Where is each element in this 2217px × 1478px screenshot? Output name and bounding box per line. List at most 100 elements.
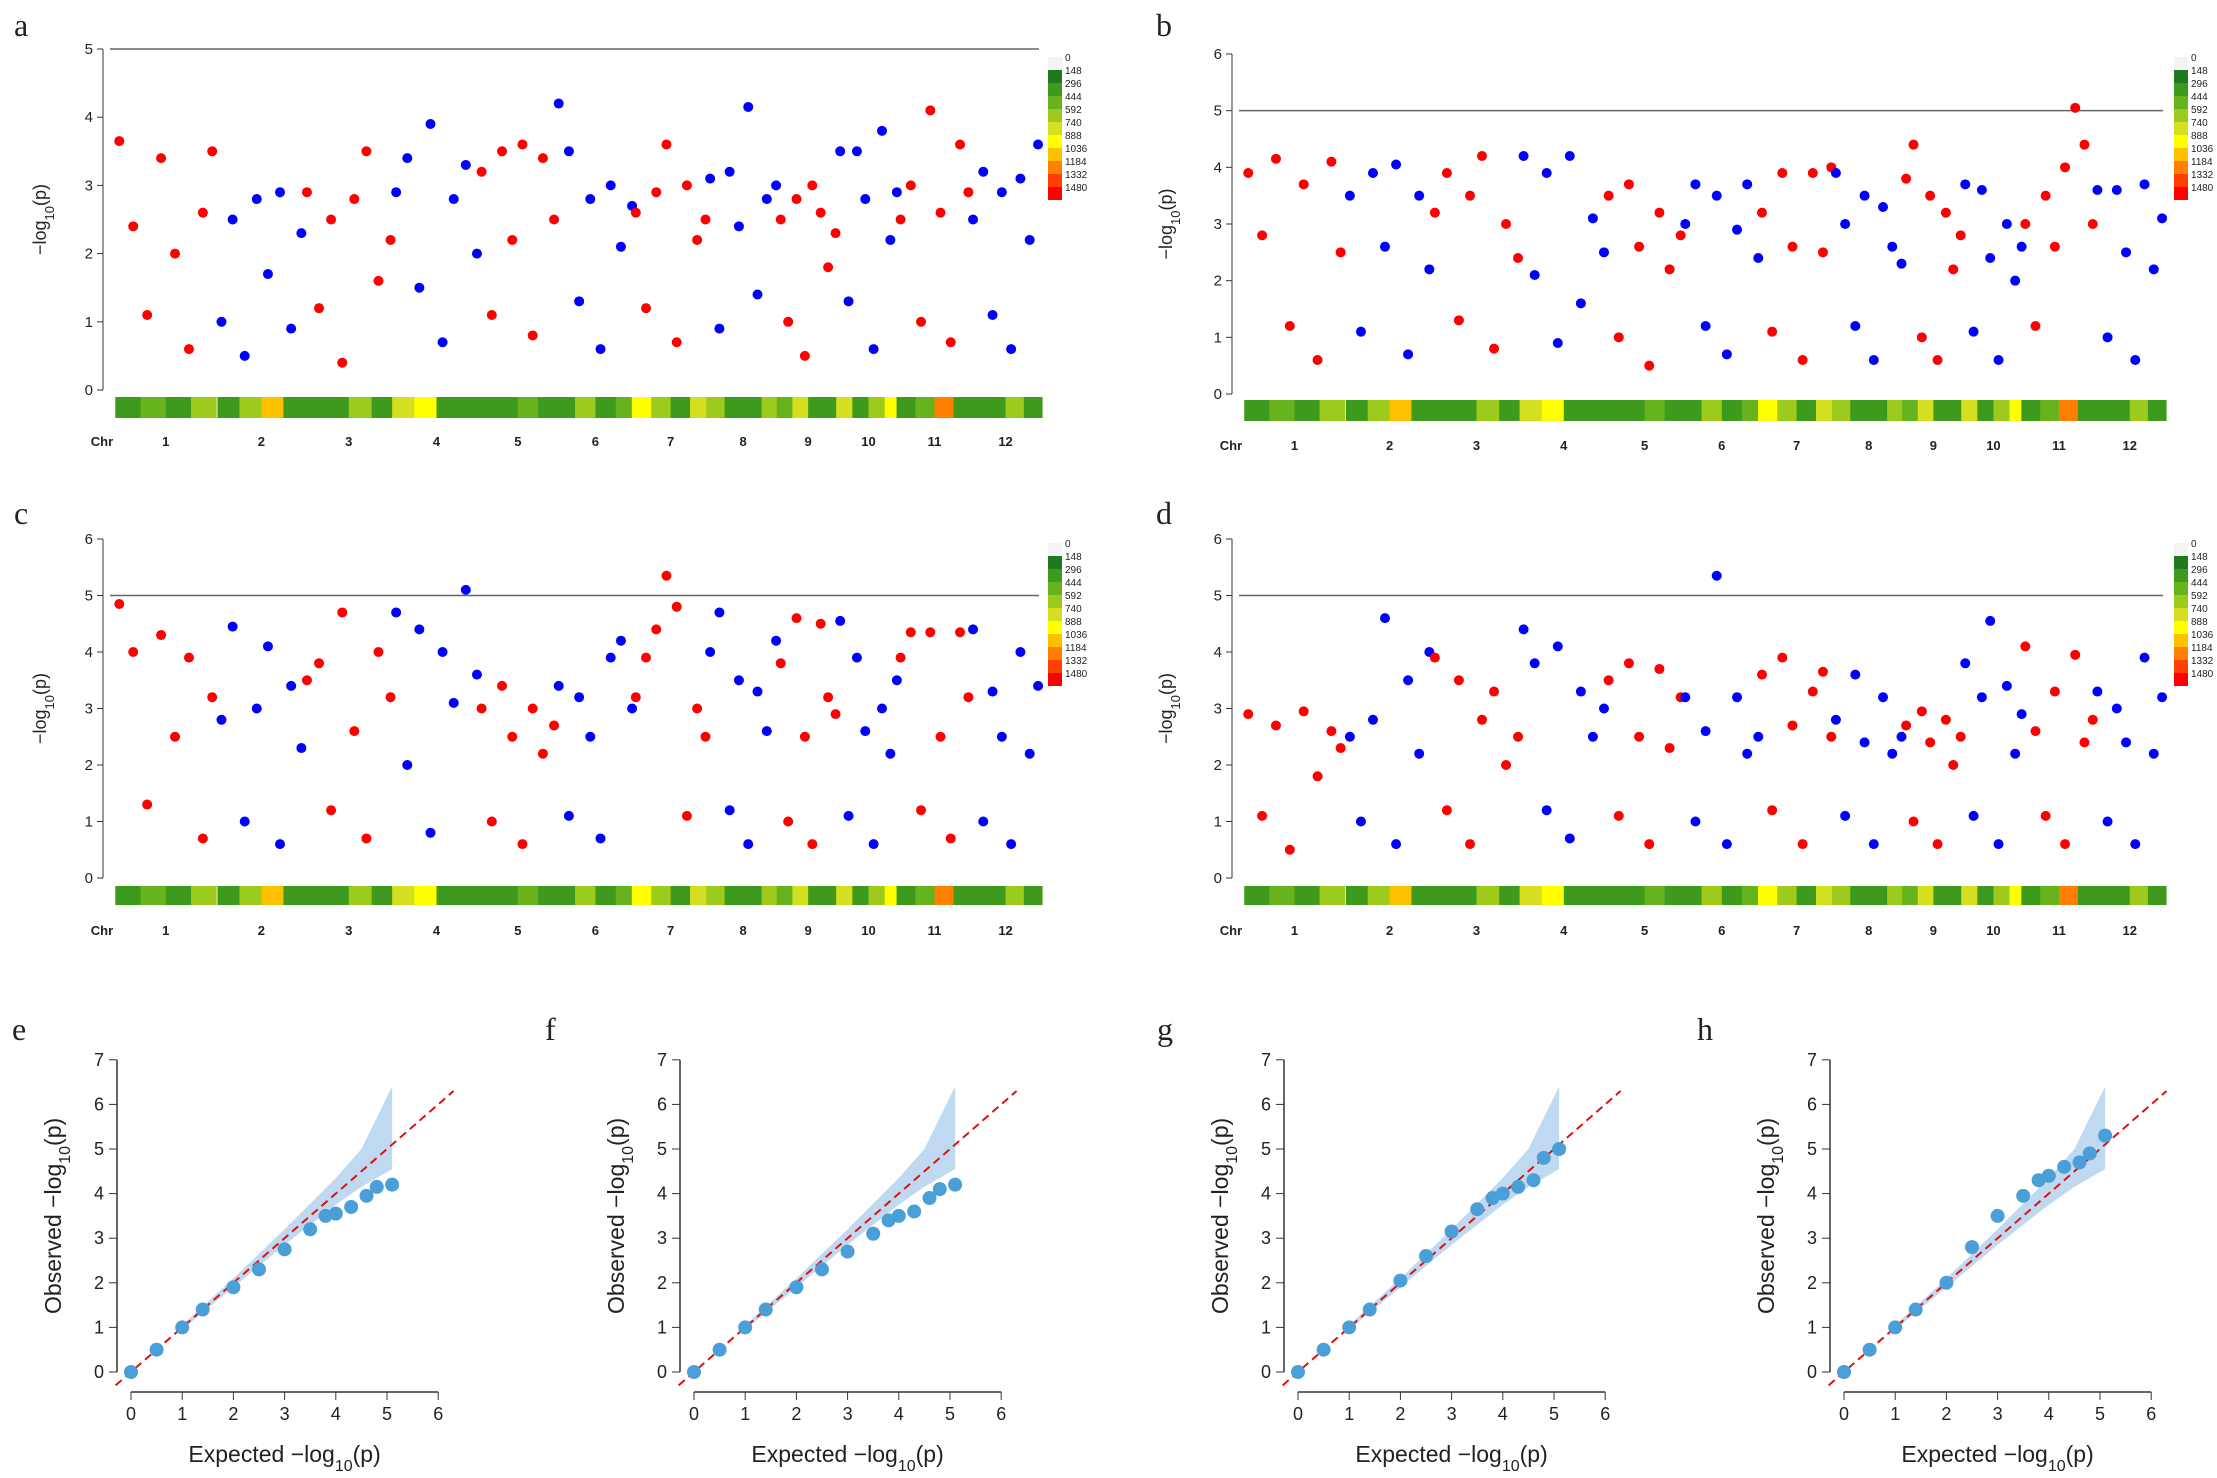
snp-point [2102, 816, 2113, 827]
y-tick-label: 3 [657, 1228, 667, 1248]
y-tick-label: 6 [1214, 46, 1222, 63]
snp-point [1753, 731, 1764, 742]
y-tick-label: 6 [1214, 531, 1222, 548]
x-tick-label: 0 [126, 1404, 136, 1424]
snp-point [142, 799, 153, 810]
qq-point [1511, 1179, 1526, 1194]
x-tick-label: 6 [996, 1404, 1006, 1424]
density-cell [414, 397, 438, 418]
snp-point [641, 303, 652, 314]
density-cell [1476, 400, 1500, 421]
density-cell [2040, 886, 2060, 905]
snp-point [2148, 748, 2159, 759]
snp-point [1797, 355, 1808, 365]
density-cell [1519, 886, 1543, 905]
snp-point [987, 309, 998, 320]
density-cell [852, 397, 870, 418]
density-cell [1563, 886, 1587, 905]
qq-point [2016, 1188, 2031, 1203]
panel-letter: f [545, 1011, 556, 1047]
qq-point [2041, 1168, 2056, 1183]
density-cell [348, 886, 373, 905]
snp-point [1940, 714, 1951, 725]
snp-point [714, 323, 725, 334]
legend-swatch [2174, 96, 2188, 109]
chromosome-label: 2 [258, 923, 265, 938]
density-cell [1887, 400, 1907, 421]
snp-point [1257, 810, 1268, 821]
snp-point [216, 714, 227, 725]
chromosome-label: 10 [861, 923, 875, 938]
snp-point [553, 680, 564, 691]
snp-point [2060, 162, 2071, 173]
snp-point [1756, 207, 1767, 218]
density-cell [706, 886, 726, 905]
legend-swatch [1048, 608, 1062, 621]
density-cell [953, 397, 973, 418]
legend-swatch [2174, 161, 2188, 174]
legend-swatch [1048, 569, 1062, 582]
density-cell [690, 397, 710, 418]
density-cell [1644, 400, 1666, 421]
snp-point [615, 635, 626, 646]
y-tick-label: 2 [85, 246, 93, 263]
density-cell [1868, 400, 1888, 421]
qq-point [891, 1208, 906, 1223]
density-cell [477, 886, 499, 905]
snp-point [1489, 686, 1500, 697]
snp-point [585, 194, 596, 205]
chromosome-label: 7 [667, 434, 674, 449]
density-cell [808, 397, 825, 418]
qq-point [907, 1204, 922, 1219]
x-tick-label: 2 [791, 1404, 801, 1424]
snp-point [1326, 726, 1337, 737]
snp-point [761, 194, 772, 205]
density-cell [1430, 886, 1455, 905]
y-tick-label: 2 [1214, 757, 1222, 774]
x-axis-label-part: 10 [898, 1458, 916, 1475]
density-cell [517, 397, 539, 418]
snp-point [425, 827, 436, 838]
density-cell [140, 397, 167, 418]
density-cell [1294, 400, 1321, 421]
snp-point [476, 166, 487, 177]
density-cell [1949, 886, 1966, 905]
chromosome-label: 9 [1930, 923, 1937, 938]
x-tick-label: 4 [331, 1404, 341, 1424]
legend-label: 1184 [1065, 643, 1087, 654]
snp-point [1850, 669, 1861, 680]
density-cell [1701, 400, 1723, 421]
y-tick-label: 5 [1807, 1139, 1817, 1159]
snp-point [361, 833, 372, 844]
snp-point [314, 658, 325, 669]
snp-point [1887, 241, 1898, 252]
x-tick-label: 0 [1839, 1404, 1849, 1424]
density-cell [2111, 400, 2131, 421]
snp-point [1767, 326, 1778, 337]
snp-point [1312, 355, 1323, 365]
density-cell [497, 397, 519, 418]
density-cell [1367, 886, 1391, 905]
density-cell [2147, 400, 2167, 421]
density-cell [1664, 400, 1686, 421]
snp-point [1948, 264, 1959, 275]
legend-label: 1480 [1065, 669, 1088, 680]
y-tick-label: 4 [1261, 1184, 1271, 1204]
legend-swatch [2174, 582, 2188, 595]
density-cell [2077, 886, 2098, 905]
x-tick-label: 2 [1941, 1404, 1951, 1424]
y-tick-label: 3 [94, 1228, 104, 1248]
snp-point [724, 805, 735, 816]
snp-point [1955, 230, 1966, 241]
y-tick-label: 5 [657, 1139, 667, 1159]
qq-point [738, 1320, 753, 1335]
snp-point [1529, 270, 1540, 280]
snp-point [743, 839, 754, 850]
snp-point [1243, 168, 1254, 178]
qq-point [149, 1342, 164, 1357]
snp-point [1976, 185, 1987, 195]
qq-point [1908, 1302, 1923, 1317]
density-cell [554, 397, 576, 418]
density-cell [1624, 886, 1646, 905]
qq-point [175, 1320, 190, 1335]
